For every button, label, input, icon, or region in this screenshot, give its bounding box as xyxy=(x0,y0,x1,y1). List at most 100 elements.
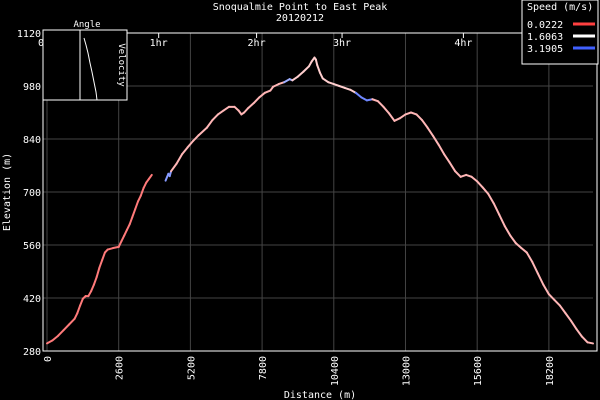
legend-title: Speed (m/s) xyxy=(527,2,593,13)
elevation-line-segment xyxy=(90,283,95,293)
elevation-line-segment xyxy=(454,170,462,178)
elevation-line-segment xyxy=(398,113,407,120)
elevation-line-segment xyxy=(575,328,583,338)
legend-entry-label: 0.0222 xyxy=(527,20,563,31)
y-tick-label: 560 xyxy=(23,241,41,252)
elevation-line-segment xyxy=(68,317,76,326)
elevation-line-segment xyxy=(531,261,539,275)
elevation-line-segment xyxy=(586,341,594,345)
y-tick-label: 700 xyxy=(23,188,41,199)
legend-entry-label: 3.1905 xyxy=(527,44,563,55)
inset-side-label: Velocity xyxy=(116,43,126,87)
elevation-line-segment xyxy=(192,134,200,142)
elevation-line-segment xyxy=(503,225,512,237)
y-axis-label: Elevation (m) xyxy=(2,153,13,231)
y-tick-label: 280 xyxy=(23,347,41,358)
elevation-line-segment xyxy=(57,329,65,337)
elevation-line-segment xyxy=(258,91,266,99)
elevation-line-segment xyxy=(243,106,250,114)
elevation-line-segment xyxy=(569,319,578,331)
time-tick-label: 4hr xyxy=(454,38,472,49)
elevation-line-segment xyxy=(354,91,363,99)
elevation-line-segment xyxy=(51,334,60,342)
y-tick-label: 420 xyxy=(23,294,41,305)
elevation-line-segment xyxy=(79,297,84,307)
elevation-line-segment xyxy=(470,175,479,183)
elevation-line-segment xyxy=(426,126,435,137)
x-tick-label: 13000 xyxy=(401,356,412,386)
x-tick-label: 7800 xyxy=(258,356,269,380)
elevation-line-segment xyxy=(76,304,82,315)
elevation-line-segment xyxy=(296,70,305,78)
elevation-line-segment xyxy=(432,134,440,146)
elevation-line-segment xyxy=(101,251,106,262)
elevation-line-segment xyxy=(148,173,153,180)
elevation-line-segment xyxy=(321,77,330,84)
y-tick-labels: 280 420 560 700 840 980 1120 xyxy=(17,29,41,358)
elevation-line-segment xyxy=(46,339,54,345)
elevation-line-segment xyxy=(205,119,214,129)
elevation-line-segment xyxy=(222,105,230,112)
elevation-line-segment xyxy=(525,251,534,264)
y-tick-label: 980 xyxy=(23,82,41,93)
elevation-line-segment xyxy=(492,202,501,216)
elevation-line-segment xyxy=(123,228,128,237)
y-tick-label: 1120 xyxy=(17,29,41,40)
x-tick-label: 2600 xyxy=(115,356,126,380)
elevation-line-segment xyxy=(415,113,424,122)
chart-subtitle: 20120212 xyxy=(276,13,324,24)
elevation-line-segment xyxy=(448,161,457,173)
elevation-line-segment xyxy=(564,312,572,322)
time-tick-label: 3hr xyxy=(333,38,351,49)
elevation-line-segment xyxy=(520,247,528,254)
elevation-line-segment xyxy=(349,88,357,94)
elevation-line-segment xyxy=(498,213,506,228)
elevation-line-segment xyxy=(272,83,280,88)
inset-title: Angle xyxy=(73,20,100,30)
elevation-line-segment xyxy=(170,162,178,173)
elevation-line-segment xyxy=(437,143,446,156)
legend-box xyxy=(521,0,599,65)
elevation-line-segment xyxy=(283,78,291,84)
elevation-line-segment xyxy=(181,146,189,156)
elevation-line-segment xyxy=(542,283,550,296)
time-tick-label: 2hr xyxy=(248,38,266,49)
elevation-line-segment xyxy=(319,71,324,80)
elevation-line-segment xyxy=(252,96,261,105)
elevation-line-segment xyxy=(92,276,98,286)
elevation-line-segment xyxy=(487,192,495,205)
elevation-line-segment xyxy=(117,240,123,248)
elevation-line-segment xyxy=(62,323,71,332)
legend-entry-label: 1.6063 xyxy=(527,32,563,43)
inset-curve xyxy=(83,37,98,101)
elevation-line-segment xyxy=(360,96,368,102)
elevation-line-segment xyxy=(131,208,137,218)
elevation-line-segment xyxy=(128,215,134,226)
elevation-line-segment xyxy=(481,186,490,195)
elevation-line-segment xyxy=(580,335,589,344)
elevation-line-segment xyxy=(120,234,126,243)
elevation-line-segment xyxy=(302,65,310,73)
elevation-line-segment xyxy=(139,187,145,197)
elevation-line-segment xyxy=(291,75,299,82)
inset-panel: Angle Velocity xyxy=(42,20,128,101)
x-tick-labels: 0 2600 5200 7800 10400 13000 15600 18200 xyxy=(43,356,556,386)
x-tick-label: 18200 xyxy=(545,356,556,386)
elevation-line-segment xyxy=(175,153,184,165)
time-tick-label: 1hr xyxy=(150,38,168,49)
elevation-line-segment xyxy=(558,304,567,315)
elevation-line-segment xyxy=(382,105,390,115)
x-tick-label: 15600 xyxy=(473,356,484,386)
elevation-line-segment xyxy=(197,126,208,137)
elevation-line-segment xyxy=(211,113,219,122)
elevation-line-segment xyxy=(125,223,131,231)
elevation-line-segment xyxy=(186,139,195,149)
elevation-line-segment xyxy=(547,293,556,301)
elevation-line-segment xyxy=(137,194,142,203)
elevation-line-segment xyxy=(387,112,396,122)
elevation-line-segment xyxy=(476,180,484,189)
elevation-line-segment xyxy=(316,64,321,74)
elevation-line-segment xyxy=(73,312,79,320)
